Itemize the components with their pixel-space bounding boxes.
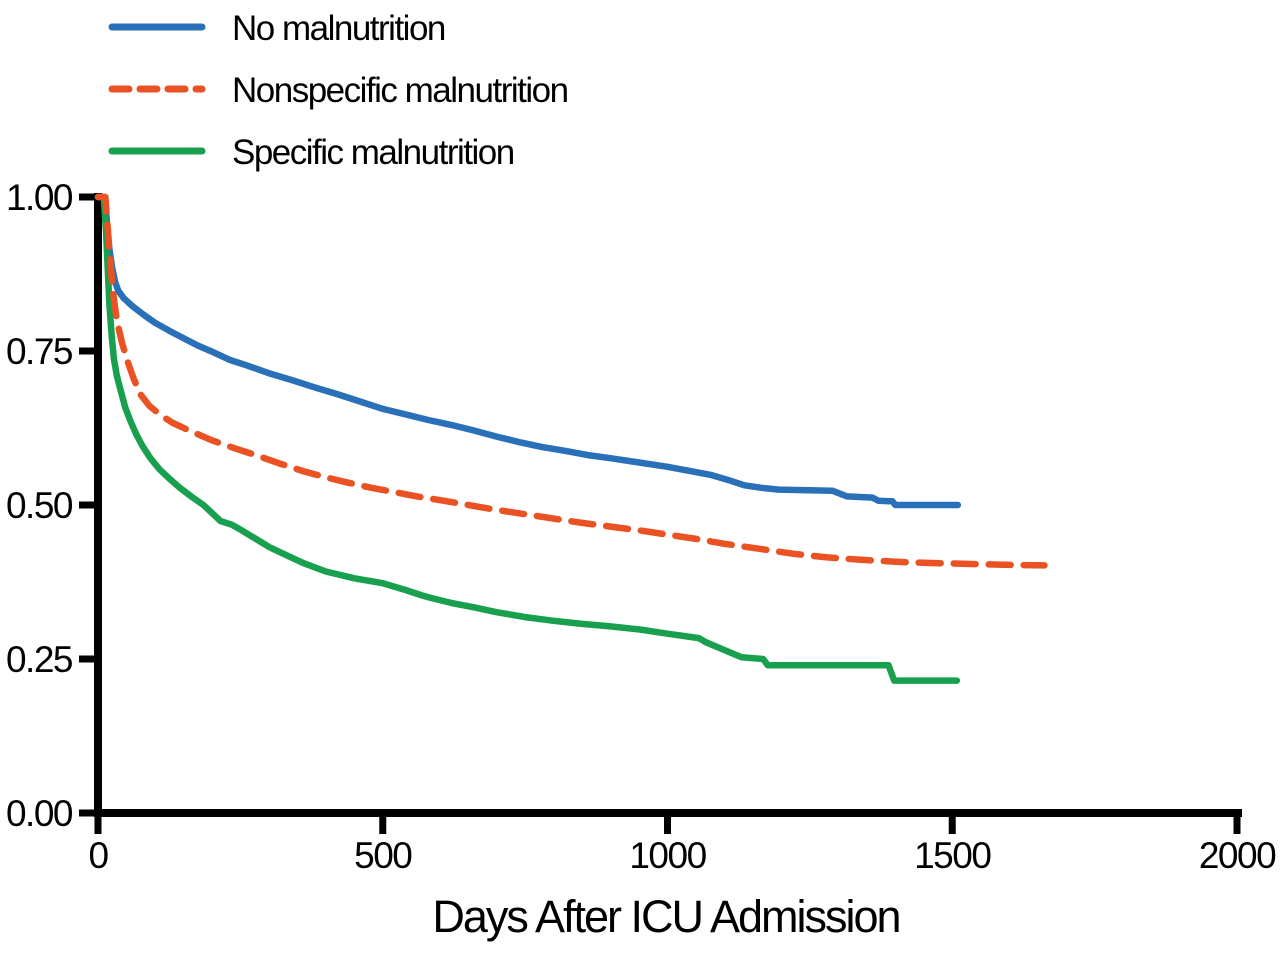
x-tick-label: 2000 xyxy=(1199,835,1276,876)
x-tick-label: 0 xyxy=(88,835,108,876)
curve-no-malnutrition xyxy=(94,193,962,509)
legend-label-nonspecific-malnutrition: Nonspecific malnutrition xyxy=(232,71,568,110)
y-tick-label: 0.25 xyxy=(6,639,73,680)
y-tick-label: 0.50 xyxy=(6,485,73,526)
y-tick-label: 0.75 xyxy=(6,331,73,372)
axes-group: 1.00 0.75 0.50 0.25 0.00 0 500 1000 1500 2000 xyxy=(6,177,1278,876)
x-axis-title: Days After ICU Admission xyxy=(432,891,899,942)
series-group xyxy=(94,193,1048,684)
chart-legend: No malnutrition Nonspecific malnutrition… xyxy=(108,9,569,172)
legend-label-no-malnutrition: No malnutrition xyxy=(232,9,445,48)
x-tick-label: 1500 xyxy=(914,835,991,876)
legend-label-specific-malnutrition: Specific malnutrition xyxy=(232,133,514,172)
x-tick-label: 1000 xyxy=(629,835,706,876)
curve-specific-malnutrition xyxy=(94,193,961,684)
x-tick-label: 500 xyxy=(354,835,412,876)
y-tick-label: 1.00 xyxy=(6,177,73,218)
y-tick-label: 0.00 xyxy=(6,793,73,834)
curve-nonspecific-malnutrition xyxy=(94,193,1048,569)
